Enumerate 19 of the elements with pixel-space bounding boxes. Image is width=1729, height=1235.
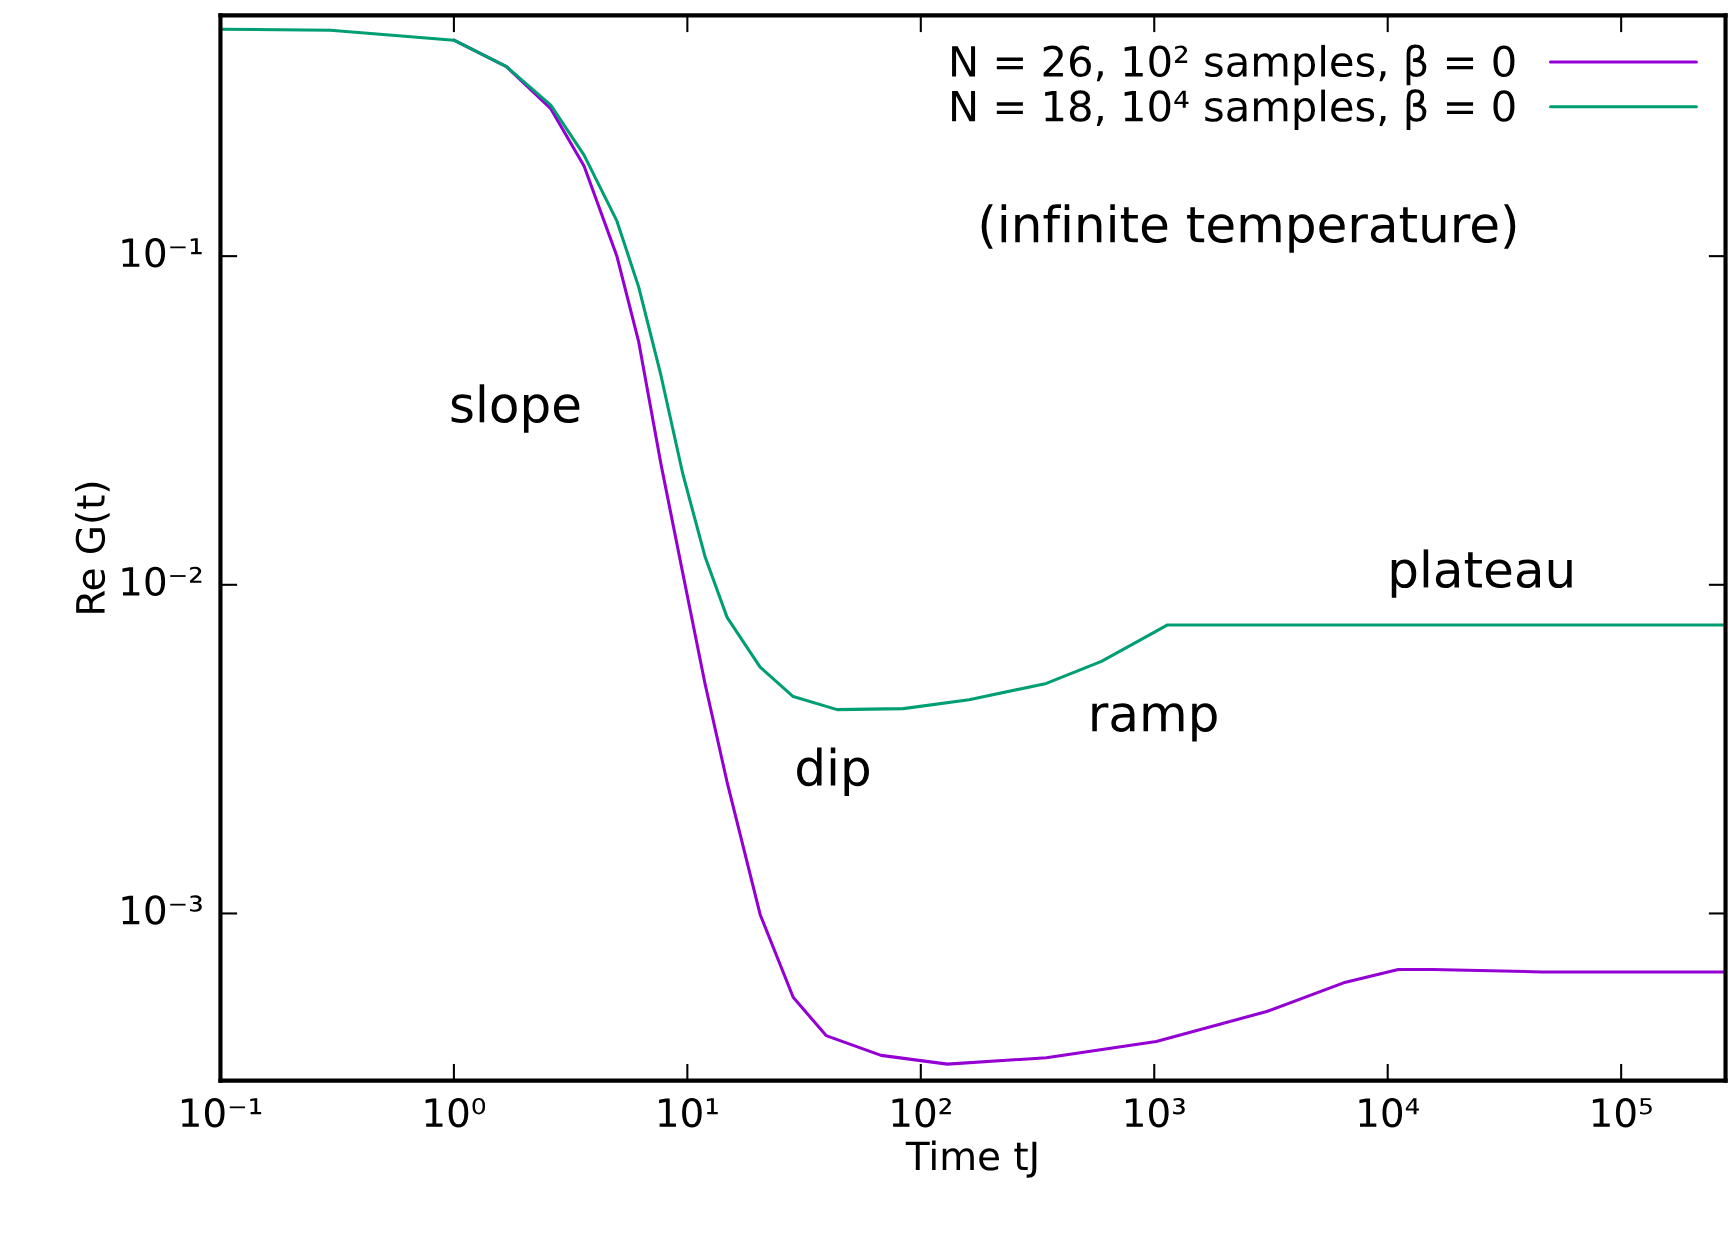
annotation: dip bbox=[797, 747, 869, 796]
legend-label: N = 26, 10² samples, β = 0 bbox=[952, 44, 1515, 86]
y-axis-title: Re G(t) bbox=[75, 482, 110, 613]
y-tick-label: 10⁻³ bbox=[122, 895, 202, 925]
x-tick-label: 10⁰ bbox=[425, 1097, 486, 1128]
annotation: plateau bbox=[1391, 549, 1572, 598]
x-axis-title: Time tJ bbox=[905, 1140, 1037, 1178]
x-tick-label: 10⁻¹ bbox=[181, 1097, 262, 1128]
x-tick-label: 10⁴ bbox=[1359, 1097, 1420, 1128]
x-tick-label: 10¹ bbox=[659, 1097, 718, 1128]
x-tick-label: 10² bbox=[892, 1097, 951, 1128]
annotation: ramp bbox=[1092, 703, 1217, 742]
annotation: (infinite temperature) bbox=[981, 204, 1516, 253]
x-tick-label: 10³ bbox=[1125, 1097, 1185, 1128]
y-tick-label: 10⁻¹ bbox=[122, 238, 202, 268]
y-tick-label: 10⁻² bbox=[122, 566, 202, 597]
annotation: slope bbox=[451, 384, 580, 433]
x-tick-label: 10⁵ bbox=[1592, 1097, 1652, 1128]
legend-label: N = 18, 10⁴ samples, β = 0 bbox=[952, 89, 1515, 130]
